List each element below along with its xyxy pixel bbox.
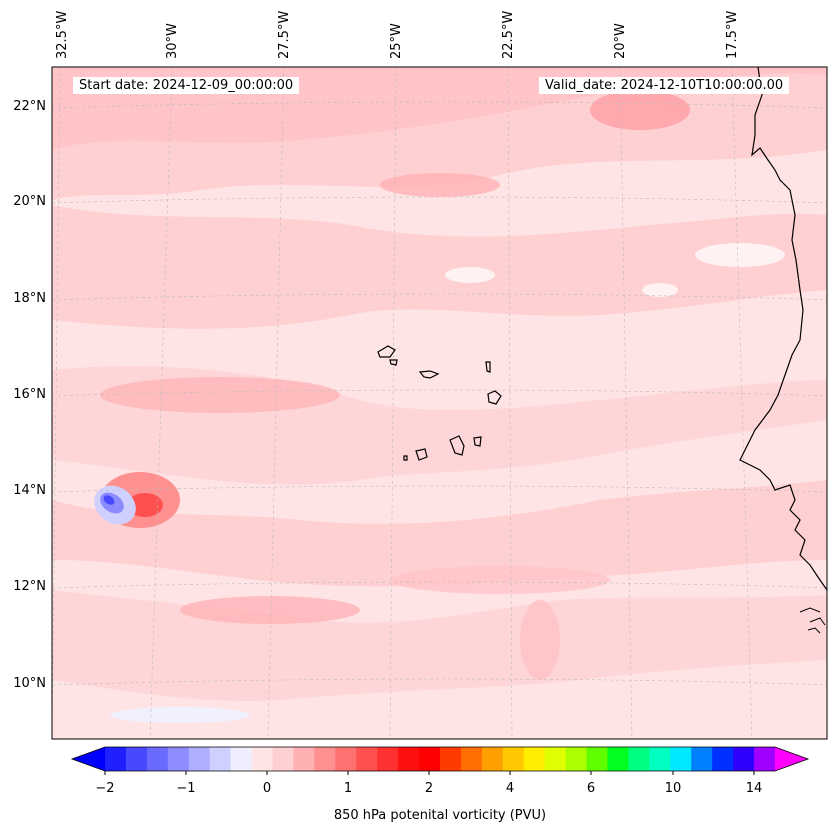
map-frame bbox=[51, 66, 828, 740]
colorbar-segment bbox=[146, 747, 169, 771]
lat-label-18n: 18°N bbox=[13, 291, 46, 306]
pv-patch-3 bbox=[590, 90, 690, 130]
colorbar-segment bbox=[167, 747, 190, 771]
colorbar-segment bbox=[272, 747, 294, 771]
colorbar-segment bbox=[481, 747, 504, 771]
colorbar-tick-label: 10 bbox=[664, 781, 682, 796]
colorbar-segment bbox=[712, 747, 734, 771]
colorbar-tick-label: −2 bbox=[95, 781, 115, 796]
cape-verde-islands bbox=[377, 345, 502, 461]
colorbar-segment bbox=[105, 747, 127, 771]
colorbar-segment bbox=[293, 747, 315, 771]
colorbar-segment bbox=[209, 747, 232, 771]
pv-light-1 bbox=[445, 267, 495, 283]
lon-label-32-5w: 32.5°W bbox=[55, 10, 70, 59]
pv-min-inner bbox=[103, 495, 115, 505]
lon-label-25w: 25°W bbox=[389, 23, 404, 59]
colorbar-segment bbox=[356, 747, 378, 771]
lon-label-22-5w: 22.5°W bbox=[501, 10, 516, 59]
colorbar-segment bbox=[670, 747, 692, 771]
island-boa-vista bbox=[487, 390, 502, 405]
colorbar-tick-label: 0 bbox=[262, 781, 272, 796]
colorbar-segment bbox=[419, 747, 441, 771]
island-maio bbox=[473, 436, 482, 447]
colorbar-tick-label: 2 bbox=[424, 781, 434, 796]
colorbar-tick-label: 6 bbox=[586, 781, 596, 796]
pv-light-4 bbox=[110, 707, 250, 723]
lon-label-17-5w: 17.5°W bbox=[725, 10, 740, 59]
colorbar-extend-max bbox=[775, 747, 808, 771]
colorbar-segment bbox=[188, 747, 211, 771]
graticule bbox=[51, 66, 828, 740]
lat-label-22n: 22°N bbox=[13, 99, 46, 114]
colorbar-segment bbox=[628, 747, 650, 771]
pv-patch-4 bbox=[180, 596, 360, 624]
lat-label-14n: 14°N bbox=[13, 483, 46, 498]
lon-label-30w: 30°W bbox=[165, 23, 180, 59]
colorbar-tick-label: 1 bbox=[343, 781, 353, 796]
start-date-label: Start date: 2024-12-09_00:00:00 bbox=[73, 77, 300, 94]
colorbar-segment bbox=[691, 747, 713, 771]
colorbar-segment bbox=[440, 747, 462, 771]
colorbar-segment bbox=[607, 747, 629, 771]
island-santo-antao bbox=[377, 345, 396, 358]
colorbar-segment bbox=[460, 747, 483, 771]
colorbar-segment bbox=[544, 747, 567, 771]
pv-band-mid bbox=[52, 205, 827, 329]
colorbar-segment bbox=[502, 747, 525, 771]
pv-patch-1 bbox=[100, 377, 340, 413]
colorbar bbox=[70, 746, 810, 775]
colorbar-segment bbox=[754, 747, 776, 771]
pv-patch-6 bbox=[520, 600, 560, 680]
island-sal bbox=[485, 361, 491, 373]
island-santiago bbox=[449, 435, 465, 456]
colorbar-segment bbox=[125, 747, 148, 771]
colorbar-title: 850 hPa potenital vorticity (PVU) bbox=[333, 808, 547, 823]
colorbar-segment bbox=[649, 747, 671, 771]
colorbar-segment bbox=[586, 747, 608, 771]
colorbar-segment bbox=[230, 747, 253, 771]
colorbar-segment bbox=[251, 747, 273, 771]
lat-label-10n: 10°N bbox=[13, 676, 46, 691]
colorbar-tick-label: 4 bbox=[505, 781, 515, 796]
colorbar-segment bbox=[523, 747, 546, 771]
pv-light-2 bbox=[695, 243, 785, 267]
colorbar-tick-label: 14 bbox=[745, 781, 763, 796]
colorbar-segment bbox=[398, 747, 420, 771]
island-sao-nicolau bbox=[418, 370, 440, 379]
colorbar-segment bbox=[335, 747, 357, 771]
african-coastline bbox=[739, 66, 828, 591]
coast-islands bbox=[799, 607, 826, 634]
pv-band-south bbox=[52, 480, 827, 587]
lat-label-12n: 12°N bbox=[13, 579, 46, 594]
colorbar-segment bbox=[377, 747, 399, 771]
colorbar-segment bbox=[733, 747, 755, 771]
colorbar-segment bbox=[314, 747, 336, 771]
colorbar-segment bbox=[565, 747, 588, 771]
colorbar-extend-min bbox=[72, 747, 105, 771]
lon-label-27-5w: 27.5°W bbox=[277, 10, 292, 59]
colorbar-tick-label: −1 bbox=[176, 781, 196, 796]
lat-label-20n: 20°N bbox=[13, 194, 46, 209]
island-sao-vicente bbox=[389, 359, 398, 366]
island-brava bbox=[403, 455, 408, 461]
lat-label-16n: 16°N bbox=[13, 387, 46, 402]
valid-date-label: Valid_date: 2024-12-10T10:00:00.00 bbox=[539, 77, 790, 94]
lon-label-20w: 20°W bbox=[613, 23, 628, 59]
pv-light-3 bbox=[642, 283, 678, 297]
pv-patch-5 bbox=[390, 566, 610, 594]
island-fogo bbox=[415, 448, 428, 461]
pv-patch-2 bbox=[380, 173, 500, 197]
pv-max-inner bbox=[127, 493, 163, 517]
